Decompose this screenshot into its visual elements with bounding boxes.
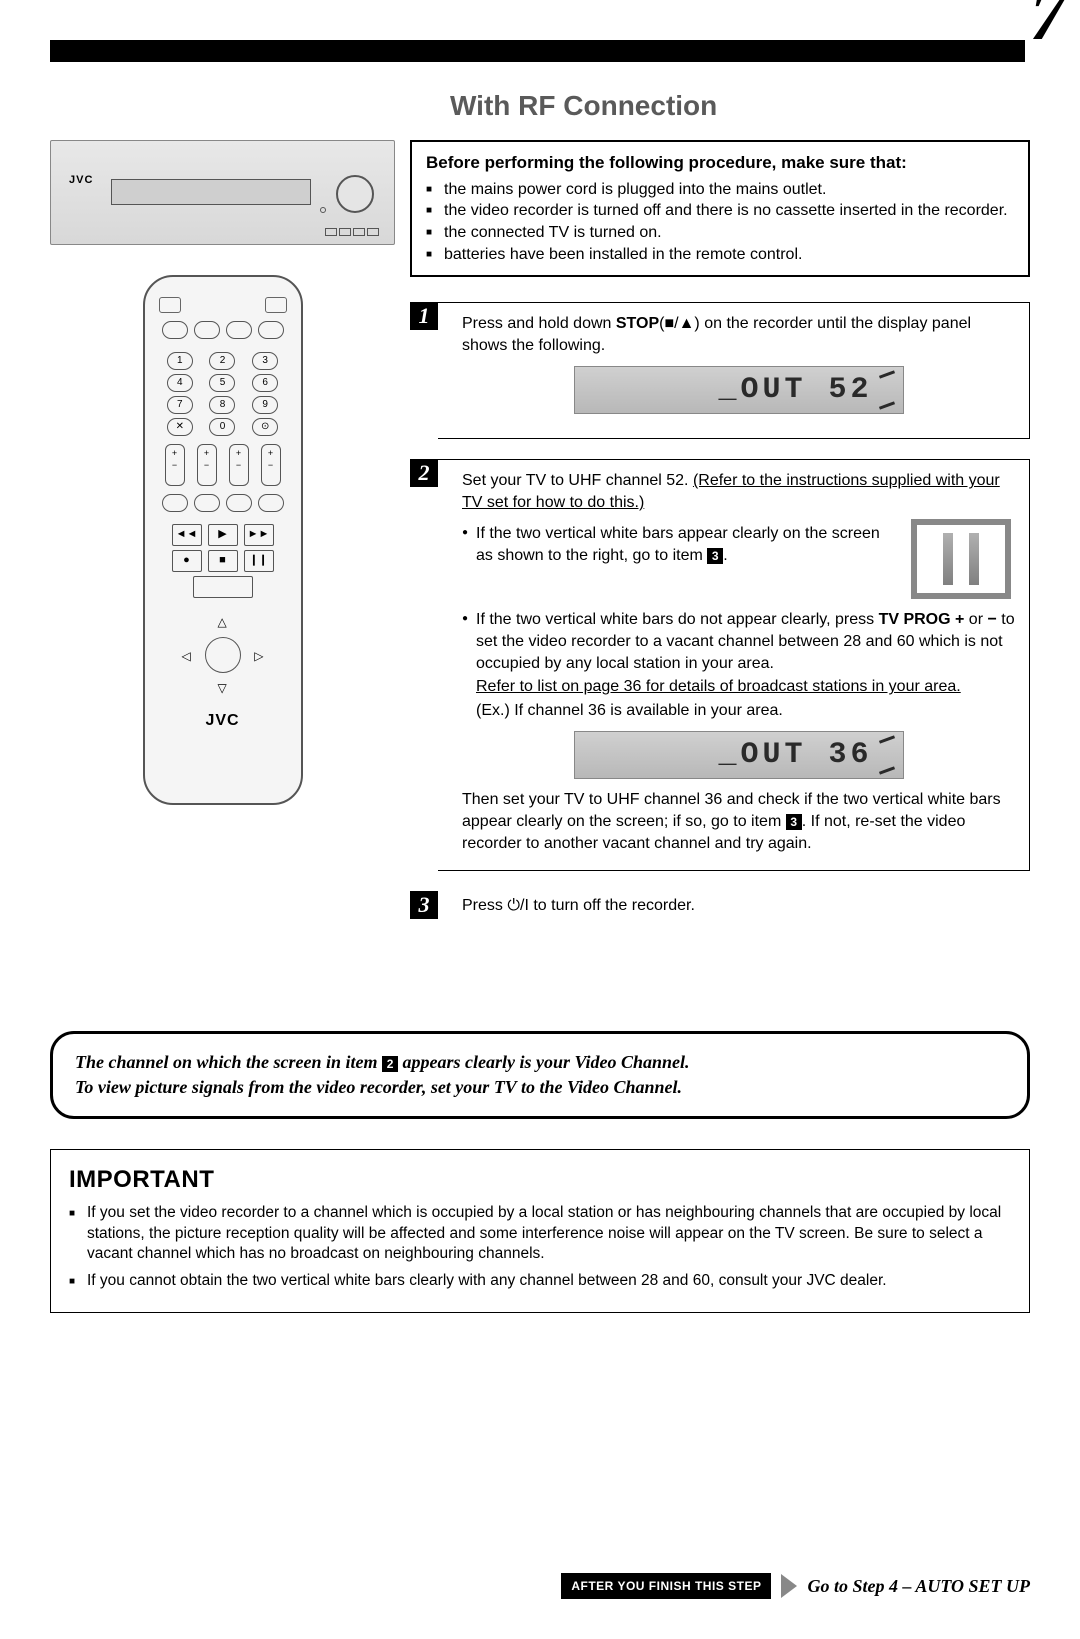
step-3: 3 Press ⏻/I to turn off the recorder. <box>410 891 1030 921</box>
step2-example: (Ex.) If channel 36 is available in your… <box>462 700 1015 722</box>
prereq-item: the mains power cord is plugged into the… <box>426 179 1014 201</box>
after-step-label: AFTER YOU FINISH THIS STEP <box>561 1573 771 1599</box>
step-1: 1 Press and hold down STOP(■/▲) on the r… <box>410 302 1030 439</box>
prereq-item: the video recorder is turned off and the… <box>426 200 1014 222</box>
prerequisites-box: Before performing the following procedur… <box>410 140 1030 277</box>
step2-bullet1b: . <box>723 547 727 564</box>
goto-label: Go to Step 4 – AUTO SET UP <box>807 1574 1030 1598</box>
lcd-display: _OUT 36 <box>574 731 904 779</box>
illustrations-column: 123 456 789 ✕0⊙ +− +− +− +− ◄◄▶►► ●■❙❙ △… <box>50 140 395 805</box>
step2-line1a: Set your TV to UHF channel 52. <box>462 472 693 489</box>
step-2: 2 Set your TV to UHF channel 52. (Refer … <box>410 459 1030 871</box>
lcd-display: _OUT 52 <box>574 366 904 414</box>
inline-ref-3b: 3 <box>786 814 802 830</box>
step-number: 2 <box>410 459 438 487</box>
important-item: If you cannot obtain the two vertical wh… <box>69 1271 1011 1292</box>
minus-label: − <box>987 611 996 628</box>
vcr-illustration <box>50 140 395 245</box>
inline-ref-2: 2 <box>382 1056 398 1072</box>
step2-bullet1a: If the two vertical white bars appear cl… <box>476 525 880 564</box>
prereq-item: the connected TV is turned on. <box>426 222 1014 244</box>
remote-brand-label: JVC <box>159 710 287 732</box>
step-number: 3 <box>410 891 438 919</box>
section-title: With RF Connection <box>450 87 1030 125</box>
video-channel-note: The channel on which the screen in item … <box>50 1031 1030 1119</box>
note-line1a: The channel on which the screen in item <box>75 1052 382 1072</box>
instructions-column: Before performing the following procedur… <box>410 140 1030 941</box>
chevron-icon <box>781 1574 797 1598</box>
note-line2: To view picture signals from the video r… <box>75 1077 682 1097</box>
prereq-item: batteries have been installed in the rem… <box>426 244 1014 266</box>
tvprog-label: TV PROG + <box>879 611 965 628</box>
step1-text-a: Press and hold down <box>462 315 616 332</box>
stop-label: STOP <box>616 315 659 332</box>
step3-text: Press ⏻/I to turn off the recorder. <box>462 895 1016 917</box>
step2-ref: Refer to list on page 36 for details of … <box>476 678 961 695</box>
step2-bullet2a: If the two vertical white bars do not ap… <box>476 611 879 628</box>
step2-bullet2b: or <box>964 611 987 628</box>
prerequisites-heading: Before performing the following procedur… <box>426 152 1014 175</box>
footer-nav: AFTER YOU FINISH THIS STEP Go to Step 4 … <box>50 1573 1030 1599</box>
header-bar <box>50 40 1030 62</box>
step-number: 1 <box>410 302 438 330</box>
stop-symbols: (■/▲) <box>659 315 700 332</box>
important-heading: IMPORTANT <box>69 1164 1011 1196</box>
page-number: 7 <box>1025 0 1070 65</box>
important-box: IMPORTANT If you set the video recorder … <box>50 1149 1030 1313</box>
note-line1b: appears clearly is your Video Channel. <box>398 1052 690 1072</box>
remote-illustration: 123 456 789 ✕0⊙ +− +− +− +− ◄◄▶►► ●■❙❙ △… <box>143 275 303 805</box>
important-item: If you set the video recorder to a chann… <box>69 1203 1011 1266</box>
inline-ref-3: 3 <box>707 548 723 564</box>
